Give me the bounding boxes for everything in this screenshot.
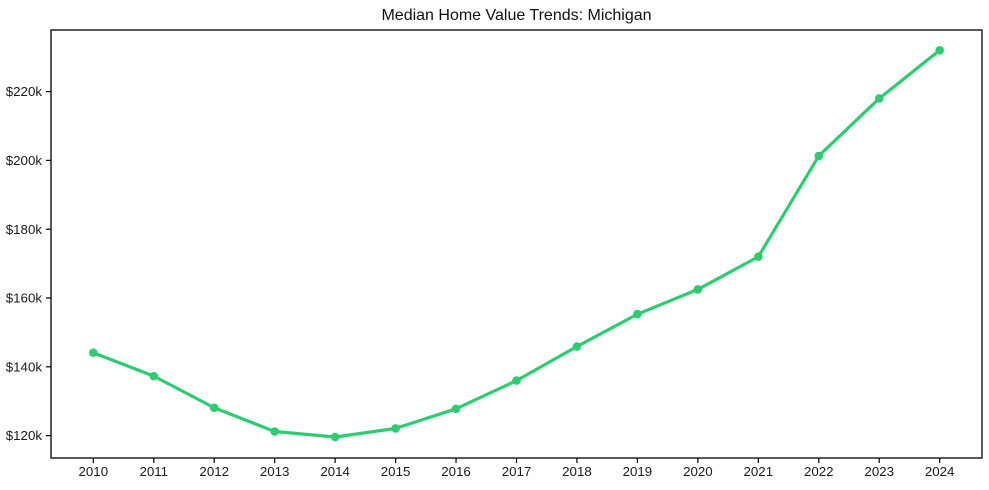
data-point-marker (874, 94, 884, 103)
x-tick-label: 2018 (562, 464, 592, 479)
data-point-marker (149, 371, 159, 381)
x-tick-label: 2016 (441, 464, 471, 479)
data-point-marker (693, 285, 703, 294)
axes-spines (50, 29, 983, 459)
data-point-marker (754, 252, 763, 262)
data-point-marker (270, 427, 279, 436)
data-point-marker (89, 348, 98, 358)
data-point-marker (572, 342, 582, 351)
x-tick-label: 2023 (864, 464, 894, 479)
y-tick-label: $160k (6, 291, 43, 306)
data-point-marker (814, 151, 824, 161)
chart-title: Median Home Value Trends: Michigan (381, 7, 652, 24)
data-point-marker (209, 403, 219, 413)
y-tick-label: $140k (6, 359, 43, 374)
x-tick-label: 2014 (320, 464, 350, 479)
data-point-marker (935, 45, 944, 55)
x-tick-label: 2019 (623, 464, 653, 479)
y-tick-label: $180k (6, 222, 43, 237)
x-tick-label: 2024 (925, 464, 955, 479)
data-point-marker (330, 432, 340, 442)
y-tick-label: $220k (6, 84, 43, 99)
plot-background (51, 30, 982, 458)
x-tick-label: 2015 (381, 464, 411, 479)
y-tick-label: $120k (6, 428, 43, 443)
x-tick-label: 2010 (79, 464, 109, 479)
x-tick-label: 2012 (199, 464, 229, 479)
x-tick-label: 2013 (260, 464, 290, 479)
x-tick-label: 2021 (744, 464, 774, 479)
data-point-marker (633, 309, 642, 319)
x-tick-label: 2020 (683, 464, 713, 479)
y-tick-label: $200k (6, 153, 43, 168)
x-tick-label: 2022 (804, 464, 834, 479)
x-tick-label: 2017 (502, 464, 532, 479)
data-point-marker (391, 424, 400, 433)
x-tick-label: 2011 (139, 464, 168, 479)
data-point-marker (451, 404, 461, 414)
data-point-marker (512, 376, 521, 385)
